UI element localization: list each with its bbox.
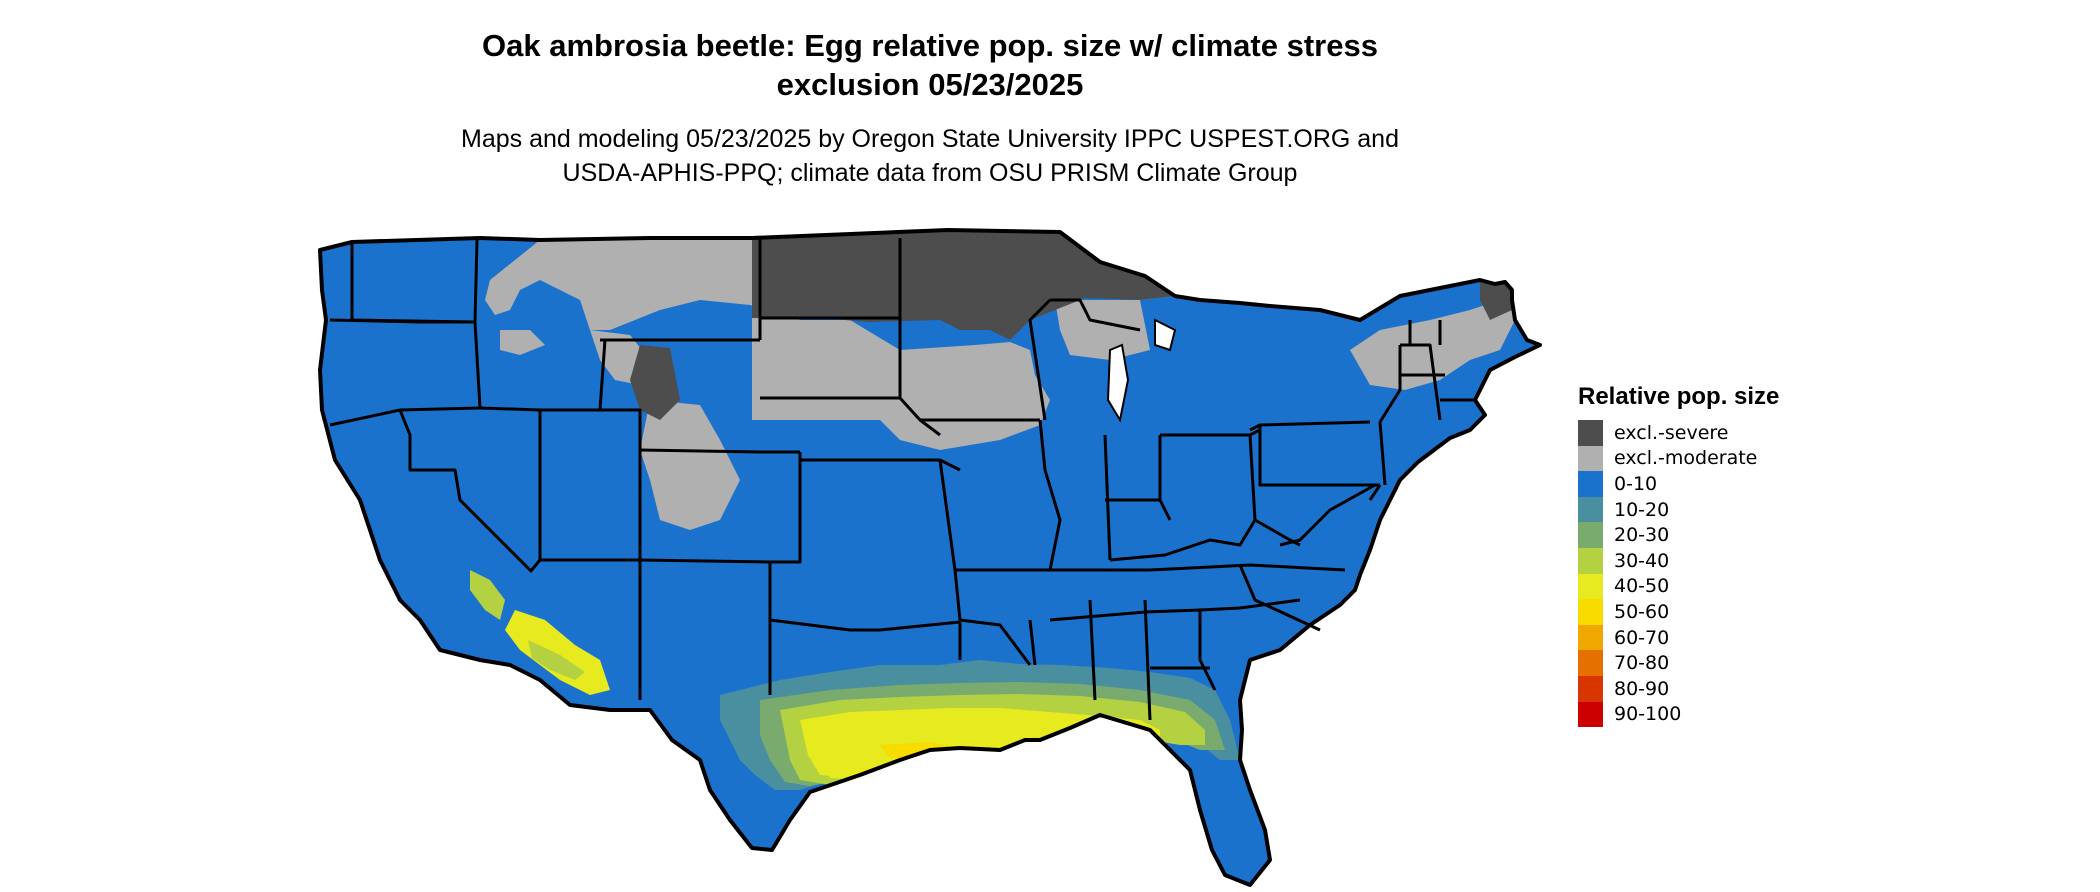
legend-swatch — [1578, 701, 1603, 728]
legend-label: 60-70 — [1614, 626, 1670, 649]
legend-item: 70-80 — [1578, 650, 1838, 676]
legend-item: 90-100 — [1578, 701, 1838, 728]
legend-swatch — [1578, 547, 1603, 574]
legend-items: excl.-severe excl.-moderate 0-10 10-20 20-30… — [1578, 420, 1838, 728]
legend-swatch — [1578, 624, 1603, 651]
legend-label: 80-90 — [1614, 677, 1670, 700]
sw-desert-30-40 — [470, 570, 585, 680]
legend-swatch — [1578, 650, 1603, 676]
legend-swatch — [1578, 420, 1603, 446]
legend-item: 20-30 — [1578, 522, 1838, 548]
legend-label: 40-50 — [1614, 575, 1670, 598]
legend-item: 10-20 — [1578, 496, 1838, 523]
legend-swatch — [1578, 573, 1603, 600]
legend-label: excl.-severe — [1614, 421, 1729, 444]
sw-desert-40-50 — [505, 610, 610, 695]
legend-swatch — [1578, 675, 1603, 702]
state-boundaries — [329, 238, 1475, 721]
map-title-line-2: exclusion 05/23/2025 — [776, 67, 1084, 102]
legend-swatch — [1578, 496, 1603, 523]
us-map — [300, 220, 1560, 890]
legend-item: 30-40 — [1578, 547, 1838, 574]
legend-label: 0-10 — [1614, 472, 1658, 495]
map-subtitle-line-1: Maps and modeling 05/23/2025 by Oregon S… — [461, 125, 1399, 153]
legend-item: 80-90 — [1578, 675, 1838, 702]
legend-label: 90-100 — [1614, 703, 1682, 726]
map-subtitle-line-2: USDA-APHIS-PPQ; climate data from OSU PR… — [562, 159, 1298, 187]
legend-title: Relative pop. size — [1578, 383, 1780, 410]
legend-swatch — [1578, 522, 1603, 548]
legend-item: excl.-moderate — [1578, 445, 1838, 472]
legend-item: 40-50 — [1578, 573, 1838, 600]
legend-swatch — [1578, 445, 1603, 472]
legend-label: 30-40 — [1614, 549, 1670, 572]
legend-swatch — [1578, 471, 1603, 497]
excl-severe-regions — [630, 230, 1512, 420]
legend-label: 20-30 — [1614, 524, 1670, 547]
legend-swatch — [1578, 599, 1603, 625]
map-legend: Relative pop. size excl.-severe excl.-mod… — [1578, 382, 1838, 728]
legend-label: excl.-moderate — [1614, 447, 1758, 470]
legend-label: 10-20 — [1614, 498, 1670, 521]
map-title-line-1: Oak ambrosia beetle: Egg relative pop. s… — [482, 28, 1378, 63]
legend-item: 0-10 — [1578, 471, 1838, 497]
great-lakes — [1106, 318, 1177, 423]
legend-label: 50-60 — [1614, 600, 1670, 623]
legend-item: excl.-severe — [1578, 420, 1838, 446]
legend-item: 50-60 — [1578, 599, 1838, 625]
legend-item: 60-70 — [1578, 624, 1838, 651]
base-fill-0-10 — [320, 230, 1540, 885]
legend-label: 70-80 — [1614, 652, 1670, 675]
